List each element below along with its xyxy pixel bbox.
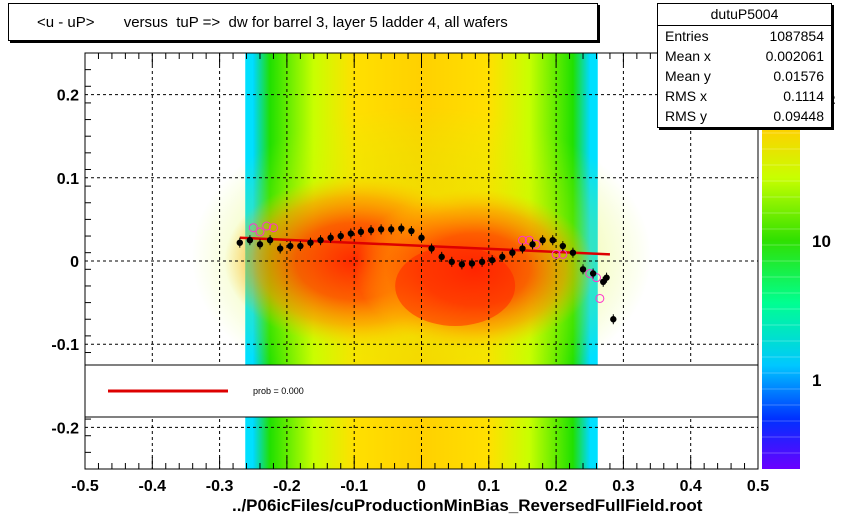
fit-line <box>239 236 610 256</box>
data-point <box>569 249 577 256</box>
data-point <box>589 270 597 277</box>
legend-box: prob = 0.000 <box>84 364 759 418</box>
data-point <box>297 242 304 250</box>
stats-row-mean-y: Mean y 0.01576 <box>658 66 831 86</box>
density-peak <box>395 245 516 326</box>
data-point <box>579 266 587 273</box>
y-tick-label: 0 <box>70 254 79 271</box>
data-point <box>266 237 274 244</box>
stats-label: RMS x <box>665 88 707 104</box>
stats-value: 0.002061 <box>765 48 824 64</box>
magenta-marker <box>255 227 265 237</box>
stats-value: 0.01576 <box>773 68 824 84</box>
data-point <box>549 237 556 244</box>
data-point <box>367 227 375 234</box>
data-point <box>428 245 435 252</box>
y-tick-labels: -0.2 -0.1 0 0.1 0.2 <box>51 88 79 438</box>
y-tick-label: -0.2 <box>51 420 79 437</box>
stats-label: Entries <box>665 28 709 44</box>
data-point <box>327 234 334 241</box>
magenta-marker <box>262 221 272 231</box>
data-point <box>307 239 314 246</box>
data-point <box>458 261 466 268</box>
data-point <box>418 234 425 241</box>
x-tick-label: -0.2 <box>273 478 301 495</box>
chart-title: <u - uP> versus tuP => dw for barrel 3, … <box>37 14 508 31</box>
magenta-marker <box>595 293 605 303</box>
data-point <box>357 228 365 236</box>
data-point <box>236 239 243 246</box>
x-tick-label: -0.1 <box>340 478 368 495</box>
data-point <box>559 242 567 250</box>
stats-row-rms-x: RMS x 0.1114 <box>658 86 831 106</box>
x-tick-label: 0.2 <box>545 478 567 495</box>
y-tick-label: -0.1 <box>51 337 79 354</box>
x-tick-label: -0.4 <box>139 478 167 495</box>
stats-histogram-name: dutuP5004 <box>658 4 831 26</box>
data-point <box>317 237 324 244</box>
stats-row-mean-x: Mean x 0.002061 <box>658 46 831 66</box>
x-tick-label: 0.3 <box>612 478 634 495</box>
colorbar-label-10: 10 <box>812 232 831 251</box>
chart-title-box: <u - uP> versus tuP => dw for barrel 3, … <box>8 3 598 41</box>
y-tick-label: 0.1 <box>57 171 79 188</box>
magenta-marker <box>248 223 258 233</box>
data-point <box>603 274 610 281</box>
x-tick-label: 0.1 <box>478 478 500 495</box>
magenta-marker <box>591 273 601 283</box>
data-point <box>398 225 405 232</box>
magenta-marker <box>524 235 534 245</box>
data-point <box>388 226 395 233</box>
data-point <box>377 226 385 233</box>
y-tick-label: 0.2 <box>57 88 79 105</box>
x-tick-labels: -0.5 -0.4 -0.3 -0.2 -0.1 0 0.1 0.2 0.3 0.4 0.5 <box>71 478 769 495</box>
data-point <box>478 258 486 266</box>
magenta-marker <box>551 249 561 259</box>
data-point <box>337 232 344 240</box>
data-point <box>488 256 496 264</box>
magenta-marker <box>268 223 278 233</box>
data-point <box>408 227 415 235</box>
data-point <box>256 241 264 248</box>
x-tick-label: -0.5 <box>71 478 99 495</box>
colorbar-label-1: 1 <box>812 371 821 390</box>
data-point <box>287 242 294 250</box>
profile-markers <box>236 221 617 325</box>
data-point <box>468 260 476 267</box>
x-tick-label: 0.5 <box>747 478 769 495</box>
data-point <box>448 258 455 266</box>
data-point <box>539 237 546 244</box>
footer-file-path: ../P06icFiles/cuProductionMinBias_Revers… <box>232 496 703 515</box>
legend-text: prob = 0.000 <box>253 386 304 396</box>
stats-box: dutuP5004 Entries 1087854 Mean x 0.002061 … <box>657 3 832 128</box>
stats-label: Mean y <box>665 68 711 84</box>
data-point <box>438 253 445 261</box>
stats-value: 0.1114 <box>783 88 824 104</box>
stats-value: 0.09448 <box>773 108 824 124</box>
data-point <box>499 253 506 261</box>
data-point <box>246 237 254 244</box>
stats-row-rms-y: RMS y 0.09448 <box>658 106 831 126</box>
data-point <box>529 241 536 248</box>
stats-label: Mean x <box>665 48 711 64</box>
data-point <box>347 230 355 237</box>
x-tick-label: 0.4 <box>680 478 702 495</box>
x-tick-label: -0.3 <box>206 478 234 495</box>
stats-row-entries: Entries 1087854 <box>658 26 831 46</box>
data-point <box>610 316 617 323</box>
data-point <box>519 245 526 252</box>
data-point <box>276 245 284 252</box>
stats-label: RMS y <box>665 108 707 124</box>
grid-lines <box>85 53 758 469</box>
data-point <box>509 249 516 256</box>
stats-value: 1087854 <box>769 28 824 44</box>
x-tick-label: 0 <box>417 478 426 495</box>
